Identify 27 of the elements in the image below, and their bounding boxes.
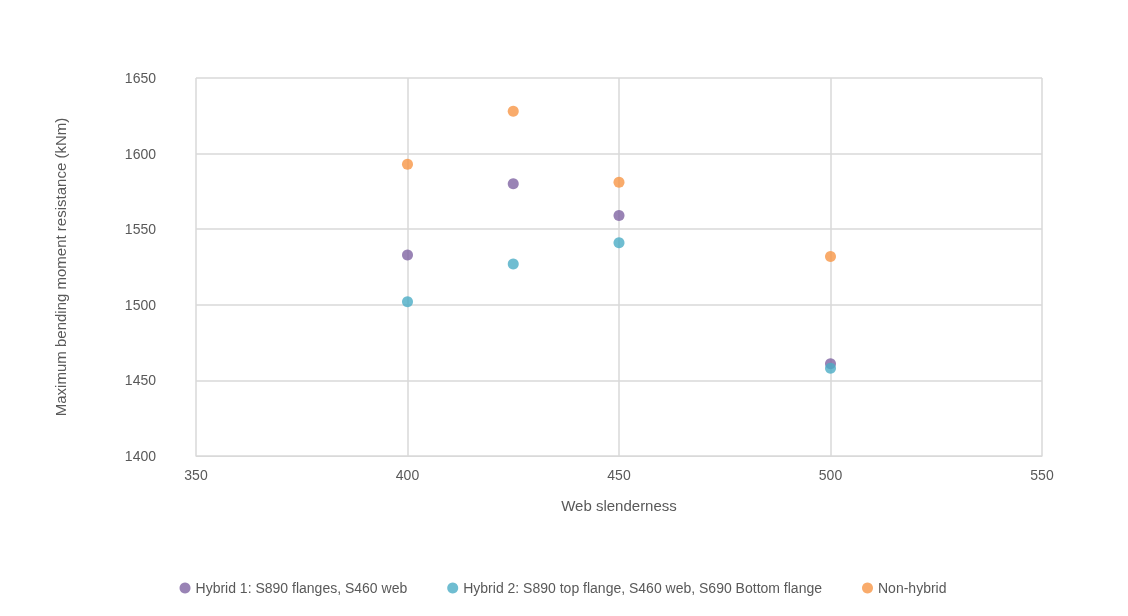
- point: [402, 249, 413, 261]
- point: [825, 250, 836, 262]
- y-tick-label: 1400: [124, 448, 157, 464]
- point: [613, 237, 625, 249]
- x-tick-label: 550: [1030, 467, 1054, 483]
- y-tick-label: 1500: [124, 296, 157, 313]
- y-tick-label: 1600: [124, 145, 157, 162]
- y-tick-label: 1650: [124, 70, 157, 86]
- y-tick-label: 1550: [124, 221, 157, 238]
- legend-label: Hybrid 1: S890 flanges, S460 web: [195, 580, 408, 596]
- point: [613, 176, 625, 188]
- point: [507, 178, 519, 190]
- x-tick-label: 450: [607, 467, 631, 483]
- point: [507, 105, 519, 117]
- x-axis-title: Web slenderness: [561, 497, 677, 514]
- y-tick-label: 1450: [124, 372, 157, 389]
- point: [613, 210, 625, 222]
- legend-label: Non-hybrid: [878, 580, 947, 596]
- x-tick-label: 500: [818, 467, 843, 483]
- legend-label: Hybrid 2: S890 top flange, S460 web, S690 Bottom flange: [463, 580, 823, 596]
- point: [402, 158, 413, 170]
- point: [825, 362, 836, 374]
- x-tick-label: 400: [395, 467, 420, 483]
- y-axis-title: Maximum bending moment resistance (kNm): [52, 117, 69, 417]
- point: [507, 258, 519, 270]
- point: [402, 296, 413, 308]
- x-tick-label: 350: [184, 467, 208, 483]
